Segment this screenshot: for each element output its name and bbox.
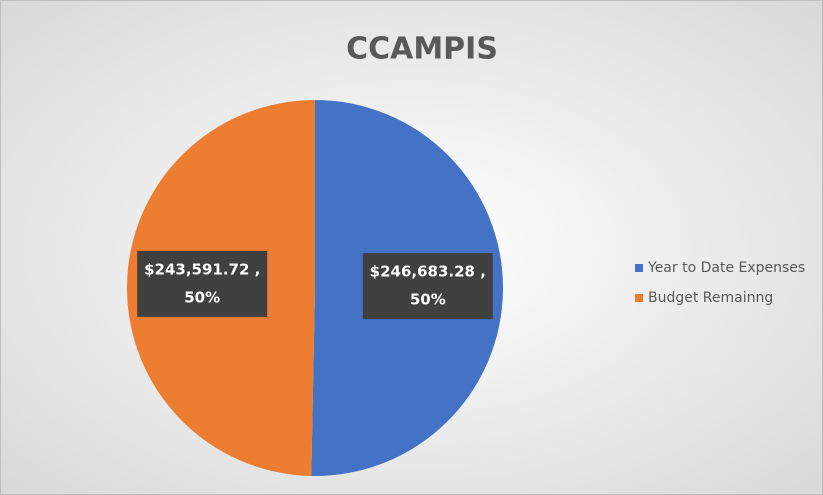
data-label-box: [362, 253, 493, 320]
data-label-percent: 50%: [410, 291, 446, 309]
legend-swatch: [635, 264, 643, 272]
data-label: $243,591.72 ,: [144, 260, 260, 278]
data-label-box: [137, 250, 268, 317]
legend-label: Budget Remainng: [648, 290, 773, 306]
data-label: $246,683.28 ,: [370, 263, 486, 281]
data-label-percent: 50%: [184, 288, 220, 306]
legend-swatch: [635, 294, 643, 302]
legend-label: Year to Date Expenses: [647, 260, 805, 276]
chart-title: CCAMPIS: [346, 32, 498, 67]
